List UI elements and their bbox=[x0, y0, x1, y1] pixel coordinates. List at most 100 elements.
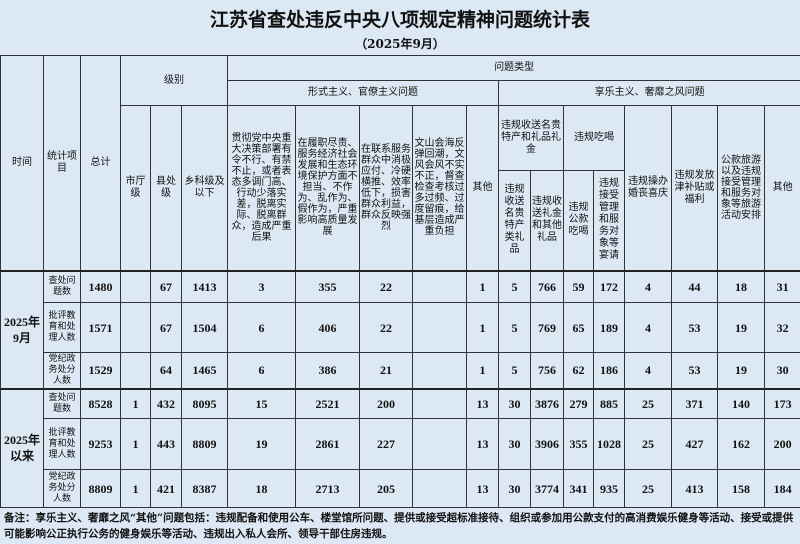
value-cell: 3 bbox=[228, 271, 296, 303]
value-cell: 3876 bbox=[531, 389, 564, 419]
value-cell: 4 bbox=[625, 271, 672, 303]
value-cell: 64 bbox=[151, 353, 182, 389]
value-cell: 355 bbox=[296, 271, 360, 303]
value-cell: 22 bbox=[360, 271, 413, 303]
value-cell: 62 bbox=[564, 353, 594, 389]
value-cell: 172 bbox=[594, 271, 625, 303]
value-cell: 189 bbox=[594, 303, 625, 353]
value-cell: 756 bbox=[531, 353, 564, 389]
value-cell: 8809 bbox=[182, 419, 228, 470]
header-item: 统计项目 bbox=[44, 56, 81, 271]
value-cell: 13 bbox=[467, 419, 499, 470]
value-cell: 1 bbox=[467, 271, 499, 303]
value-cell: 2521 bbox=[296, 389, 360, 419]
value-cell: 432 bbox=[151, 389, 182, 419]
value-cell: 443 bbox=[151, 419, 182, 470]
value-cell: 1465 bbox=[182, 353, 228, 389]
value-cell: 13 bbox=[467, 470, 499, 508]
header-formalism-col: 在联系服务群众中消极应付、冷硬横推、效率低下，损害群众利益，群众反映强烈 bbox=[360, 106, 413, 271]
value-cell bbox=[413, 353, 467, 389]
value-cell: 3906 bbox=[531, 419, 564, 470]
value-cell: 279 bbox=[564, 389, 594, 419]
value-cell: 4 bbox=[625, 353, 672, 389]
value-cell: 18 bbox=[228, 470, 296, 508]
header-gift-col: 违规收送名贵特产类礼品 bbox=[499, 171, 531, 271]
header-formalism-other: 其他 bbox=[467, 106, 499, 271]
value-cell: 67 bbox=[151, 303, 182, 353]
value-cell: 406 bbox=[296, 303, 360, 353]
value-cell bbox=[121, 303, 151, 353]
value-cell: 67 bbox=[151, 271, 182, 303]
value-cell: 1413 bbox=[182, 271, 228, 303]
header-formalism-col: 贯彻党中央重大决策部署有令不行、有禁不止，或者表态多调门高、行动少落实差，脱离实… bbox=[228, 106, 296, 271]
item-cell: 查处问题数 bbox=[44, 389, 81, 419]
header-dining-col: 违规接受管理和服务对象等宴请 bbox=[594, 171, 625, 271]
item-cell: 党纪政务处分人数 bbox=[44, 353, 81, 389]
value-cell: 162 bbox=[718, 419, 765, 470]
value-cell: 2861 bbox=[296, 419, 360, 470]
value-cell: 205 bbox=[360, 470, 413, 508]
value-cell: 15 bbox=[228, 389, 296, 419]
header-hedonism-col: 公款旅游以及违规接受管理和服务对象等旅游活动安排 bbox=[718, 106, 765, 271]
header-level: 级别 bbox=[121, 56, 228, 106]
item-cell: 查处问题数 bbox=[44, 271, 81, 303]
value-cell: 5 bbox=[499, 271, 531, 303]
value-cell: 32 bbox=[765, 303, 800, 353]
header-total: 总计 bbox=[81, 56, 121, 271]
value-cell: 8387 bbox=[182, 470, 228, 508]
value-cell bbox=[413, 271, 467, 303]
value-cell: 341 bbox=[564, 470, 594, 508]
value-cell: 8809 bbox=[81, 470, 121, 508]
header-hedonism-col: 违规操办婚丧喜庆 bbox=[625, 106, 672, 271]
header-problem-type: 问题类型 bbox=[228, 56, 800, 81]
time-cell: 2025年9月 bbox=[1, 271, 44, 389]
value-cell: 19 bbox=[228, 419, 296, 470]
value-cell: 8528 bbox=[81, 389, 121, 419]
value-cell: 935 bbox=[594, 470, 625, 508]
value-cell: 18 bbox=[718, 271, 765, 303]
header-formalism-col: 在履职尽责、服务经济社会发展和生态环境保护方面不担当、不作为、乱作为、假作为，严… bbox=[296, 106, 360, 271]
item-cell: 批评教育和处理人数 bbox=[44, 419, 81, 470]
value-cell: 22 bbox=[360, 303, 413, 353]
value-cell: 371 bbox=[672, 389, 718, 419]
value-cell: 227 bbox=[360, 419, 413, 470]
value-cell: 1 bbox=[467, 353, 499, 389]
value-cell: 19 bbox=[718, 353, 765, 389]
value-cell: 9253 bbox=[81, 419, 121, 470]
value-cell: 30 bbox=[499, 419, 531, 470]
value-cell: 386 bbox=[296, 353, 360, 389]
value-cell: 1480 bbox=[81, 271, 121, 303]
header-gift-group: 违规收送名贵特产和礼品礼金 bbox=[499, 106, 564, 171]
value-cell: 421 bbox=[151, 470, 182, 508]
value-cell: 769 bbox=[531, 303, 564, 353]
header-formalism-col: 文山会海反弹回潮，文风会风不实不正，督查检查考核过多过频、过度留痕，给基层造成严… bbox=[413, 106, 467, 271]
value-cell: 1 bbox=[121, 419, 151, 470]
value-cell: 4 bbox=[625, 303, 672, 353]
value-cell: 25 bbox=[625, 389, 672, 419]
value-cell: 25 bbox=[625, 419, 672, 470]
value-cell: 21 bbox=[360, 353, 413, 389]
value-cell: 6 bbox=[228, 353, 296, 389]
value-cell bbox=[413, 389, 467, 419]
value-cell: 186 bbox=[594, 353, 625, 389]
header-dining-col: 违规公款吃喝 bbox=[564, 171, 594, 271]
page-title: 江苏省查处违反中央八项规定精神问题统计表 bbox=[0, 0, 800, 36]
item-cell: 党纪政务处分人数 bbox=[44, 470, 81, 508]
header-dining-group: 违规吃喝 bbox=[564, 106, 625, 171]
header-level-township: 乡科级及以下 bbox=[182, 106, 228, 271]
header-hedonism: 享乐主义、奢靡之风问题 bbox=[499, 81, 800, 106]
value-cell: 3774 bbox=[531, 470, 564, 508]
value-cell: 30 bbox=[499, 389, 531, 419]
value-cell: 30 bbox=[765, 353, 800, 389]
header-gift-col: 违规收送礼金和其他礼品 bbox=[531, 171, 564, 271]
value-cell: 1 bbox=[467, 303, 499, 353]
header-formalism: 形式主义、官僚主义问题 bbox=[228, 81, 499, 106]
value-cell: 766 bbox=[531, 271, 564, 303]
value-cell: 140 bbox=[718, 389, 765, 419]
